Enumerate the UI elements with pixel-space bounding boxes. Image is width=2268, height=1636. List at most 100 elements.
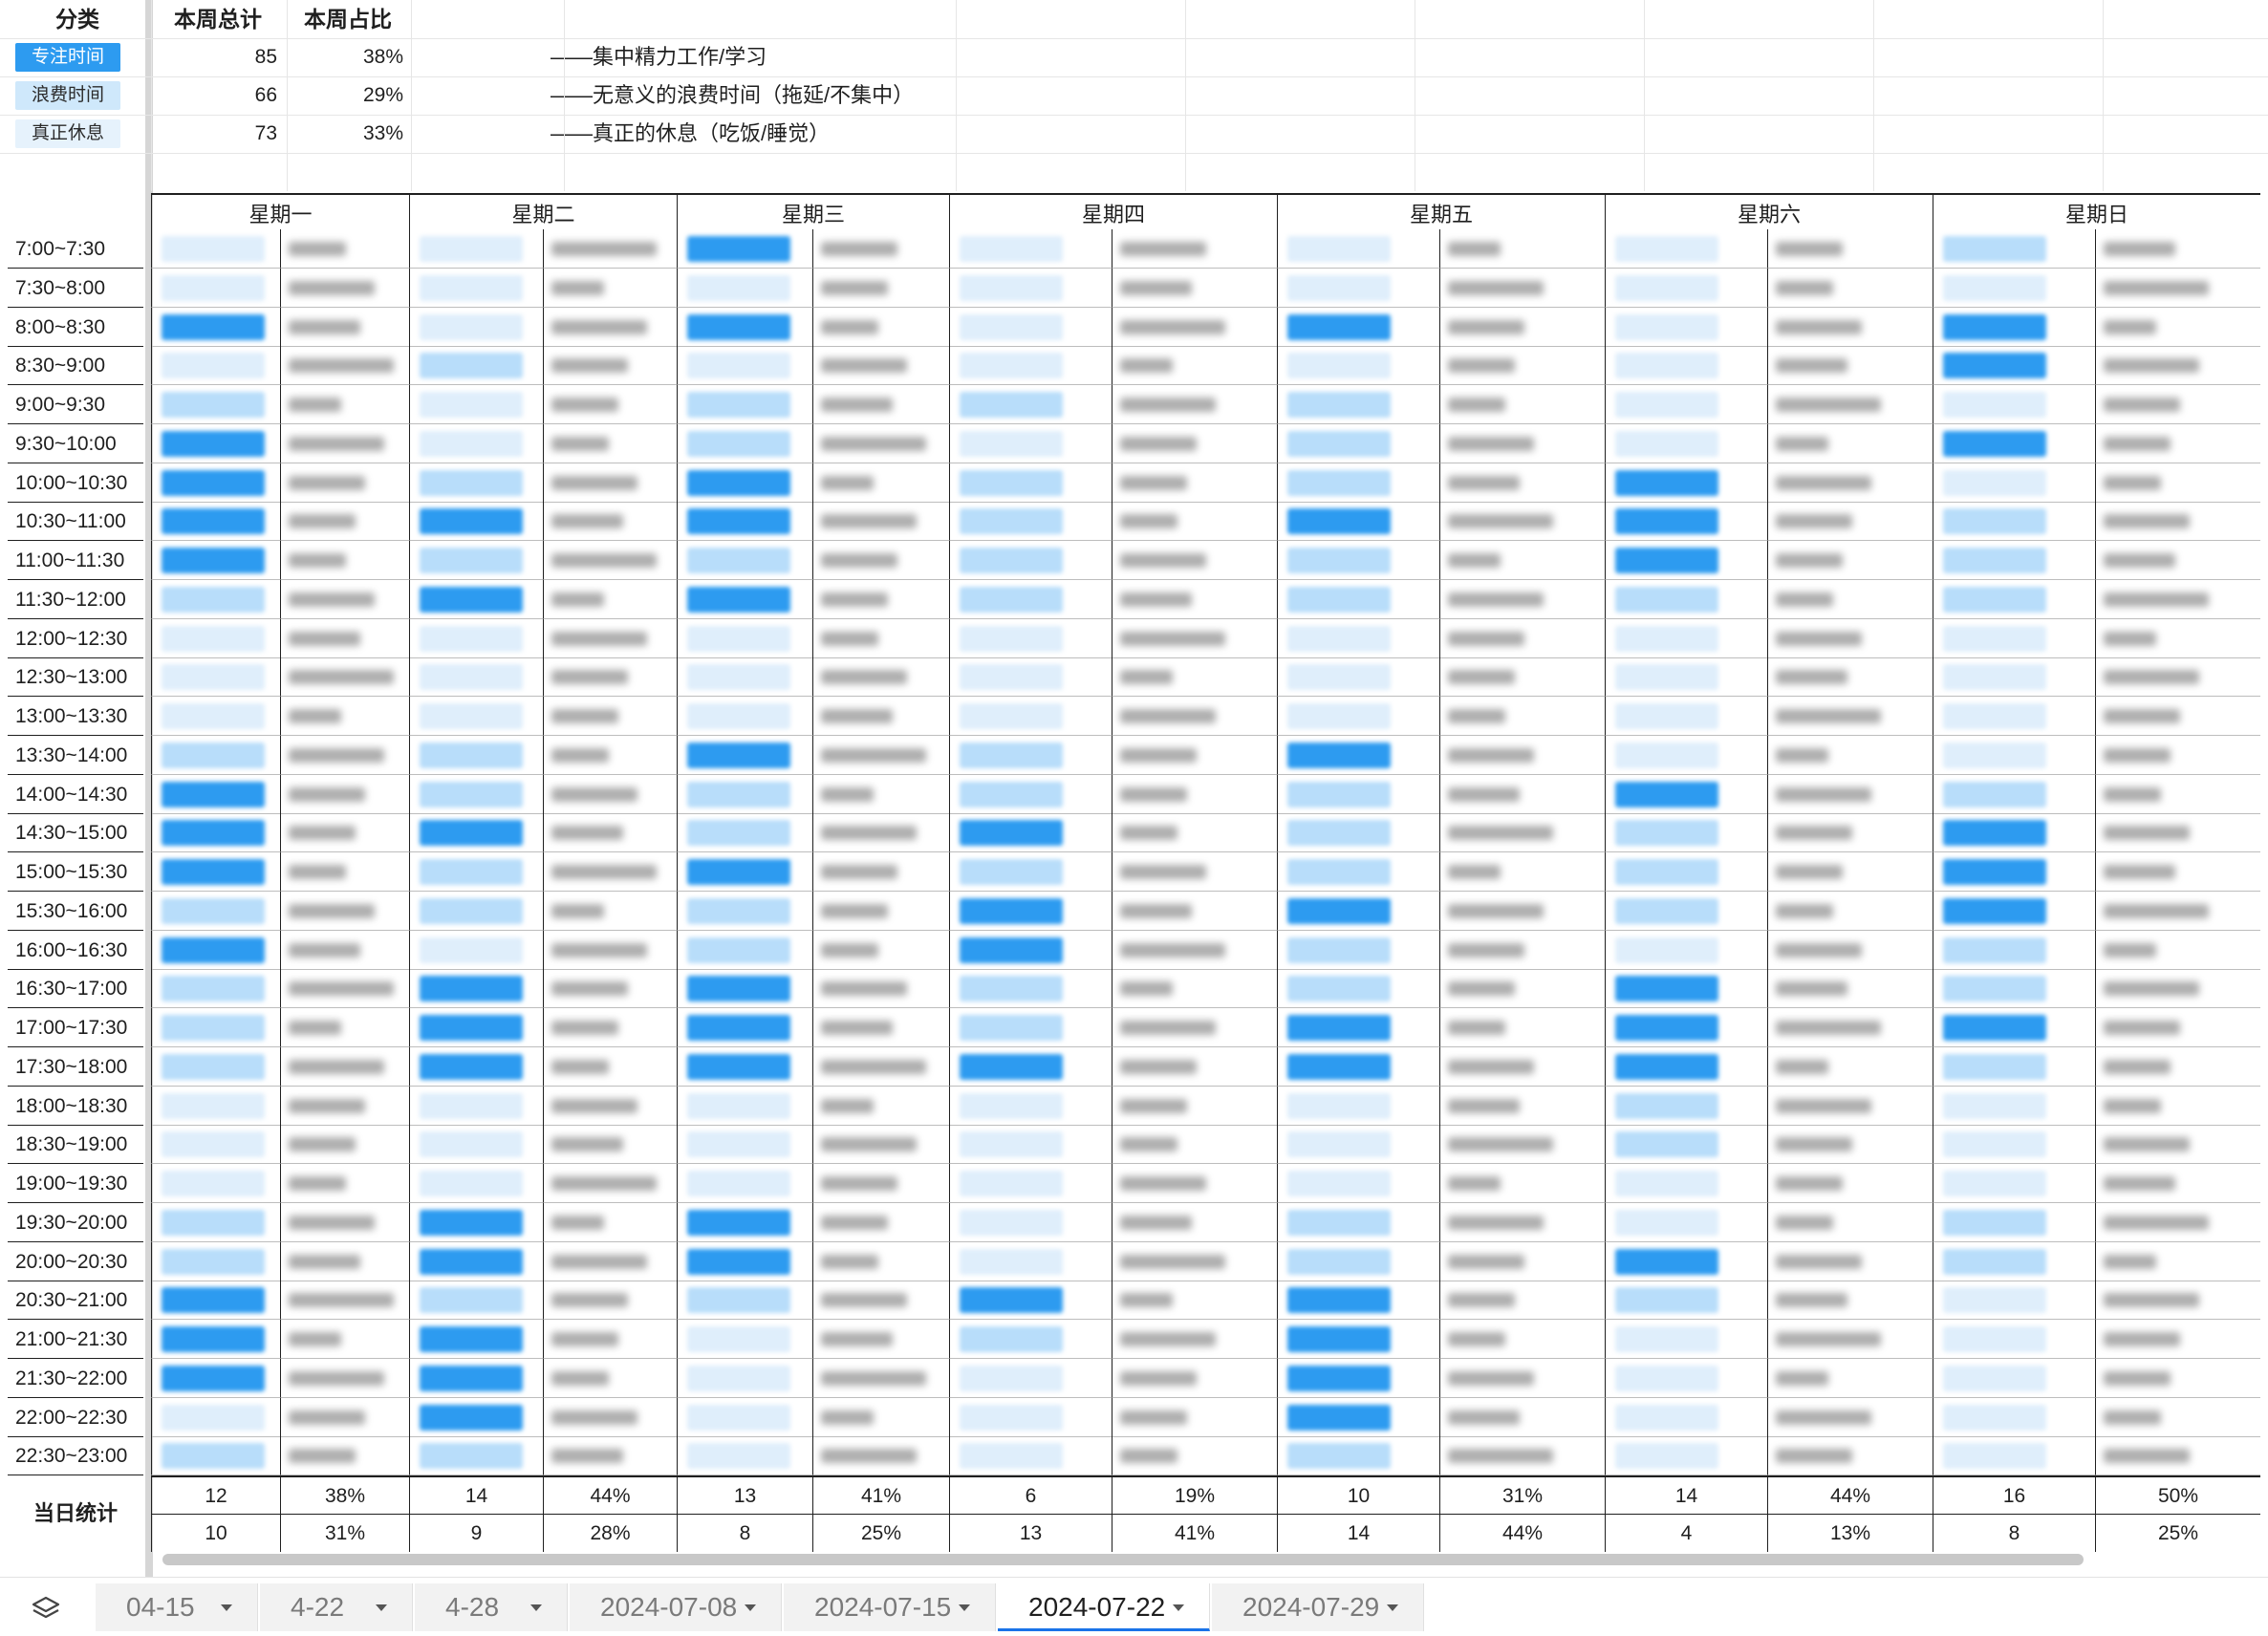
activity-cell[interactable]	[1767, 657, 1933, 698]
category-cell[interactable]	[677, 930, 812, 970]
category-cell[interactable]	[409, 1436, 543, 1476]
category-cell[interactable]	[1933, 502, 2095, 542]
category-cell[interactable]	[1277, 852, 1439, 892]
category-cell[interactable]	[677, 385, 812, 424]
activity-cell[interactable]	[1767, 346, 1933, 386]
activity-cell[interactable]	[543, 1436, 677, 1476]
activity-cell[interactable]	[1112, 346, 1277, 386]
category-cell[interactable]	[677, 1358, 812, 1398]
activity-cell[interactable]	[2095, 1164, 2260, 1203]
category-cell[interactable]	[1605, 891, 1767, 931]
activity-cell[interactable]	[1439, 1397, 1605, 1437]
activity-cell[interactable]	[812, 1046, 949, 1087]
category-cell[interactable]	[1277, 1202, 1439, 1242]
category-cell[interactable]	[1277, 1241, 1439, 1281]
category-cell[interactable]	[409, 307, 543, 347]
category-cell[interactable]	[1933, 1164, 2095, 1203]
category-cell[interactable]	[1277, 969, 1439, 1009]
category-tag[interactable]: 真正休息	[15, 119, 120, 148]
activity-cell[interactable]	[1112, 1164, 1277, 1203]
activity-cell[interactable]	[1439, 579, 1605, 619]
daily-ratio[interactable]: 38%	[280, 1475, 409, 1514]
activity-cell[interactable]	[543, 423, 677, 463]
category-cell[interactable]	[151, 1086, 280, 1126]
category-cell[interactable]	[151, 813, 280, 853]
activity-cell[interactable]	[2095, 1397, 2260, 1437]
category-cell[interactable]	[1277, 813, 1439, 853]
category-cell[interactable]	[151, 229, 280, 269]
activity-cell[interactable]	[1112, 229, 1277, 269]
activity-cell[interactable]	[812, 618, 949, 658]
time-slot-label[interactable]: 7:00~7:30	[8, 229, 143, 269]
activity-cell[interactable]	[1439, 1046, 1605, 1087]
category-cell[interactable]	[151, 1281, 280, 1321]
activity-cell[interactable]	[280, 1125, 409, 1165]
category-cell[interactable]	[409, 1008, 543, 1047]
category-cell[interactable]	[1605, 1008, 1767, 1047]
time-slot-label[interactable]: 21:30~22:00	[8, 1359, 143, 1398]
category-cell[interactable]	[1605, 579, 1767, 619]
activity-cell[interactable]	[280, 1046, 409, 1087]
activity-cell[interactable]	[280, 1164, 409, 1203]
category-cell[interactable]	[1933, 229, 2095, 269]
activity-cell[interactable]	[1767, 1241, 1933, 1281]
category-cell[interactable]	[1933, 307, 2095, 347]
activity-cell[interactable]	[2095, 618, 2260, 658]
category-cell[interactable]	[151, 307, 280, 347]
time-slot-label[interactable]: 20:30~21:00	[8, 1281, 143, 1321]
activity-cell[interactable]	[2095, 346, 2260, 386]
activity-cell[interactable]	[543, 774, 677, 814]
category-cell[interactable]	[409, 229, 543, 269]
activity-cell[interactable]	[543, 229, 677, 269]
category-cell[interactable]	[677, 657, 812, 698]
category-cell[interactable]	[677, 697, 812, 736]
category-cell[interactable]	[1277, 307, 1439, 347]
category-cell[interactable]	[949, 697, 1112, 736]
category-cell[interactable]	[1277, 1008, 1439, 1047]
category-cell[interactable]	[949, 1164, 1112, 1203]
category-cell[interactable]	[151, 346, 280, 386]
category-cell[interactable]	[1277, 1436, 1439, 1476]
activity-cell[interactable]	[1767, 307, 1933, 347]
activity-cell[interactable]	[1767, 579, 1933, 619]
time-slot-label[interactable]: 10:00~10:30	[8, 463, 143, 503]
category-cell[interactable]	[949, 541, 1112, 580]
activity-cell[interactable]	[1767, 1436, 1933, 1476]
category-cell[interactable]	[1605, 969, 1767, 1009]
category-cell[interactable]	[949, 774, 1112, 814]
category-cell[interactable]	[677, 1008, 812, 1047]
time-slot-label[interactable]: 18:00~18:30	[8, 1087, 143, 1126]
activity-cell[interactable]	[543, 813, 677, 853]
category-cell[interactable]	[409, 579, 543, 619]
category-cell[interactable]	[1605, 423, 1767, 463]
activity-cell[interactable]	[812, 1008, 949, 1047]
activity-cell[interactable]	[812, 541, 949, 580]
activity-cell[interactable]	[280, 618, 409, 658]
category-cell[interactable]	[151, 1046, 280, 1087]
category-cell[interactable]	[1933, 930, 2095, 970]
activity-cell[interactable]	[1112, 1320, 1277, 1359]
time-slot-label[interactable]: 16:30~17:00	[8, 969, 143, 1009]
activity-cell[interactable]	[2095, 813, 2260, 853]
category-cell[interactable]	[677, 891, 812, 931]
category-cell[interactable]	[409, 463, 543, 503]
activity-cell[interactable]	[280, 969, 409, 1009]
activity-cell[interactable]	[812, 1436, 949, 1476]
category-cell[interactable]	[409, 852, 543, 892]
category-cell[interactable]	[949, 268, 1112, 308]
activity-cell[interactable]	[543, 346, 677, 386]
time-slot-label[interactable]: 8:00~8:30	[8, 308, 143, 347]
category-cell[interactable]	[949, 813, 1112, 853]
activity-cell[interactable]	[1767, 1320, 1933, 1359]
activity-cell[interactable]	[2095, 735, 2260, 775]
activity-cell[interactable]	[280, 579, 409, 619]
category-cell[interactable]	[1277, 1358, 1439, 1398]
category-cell[interactable]	[1605, 1397, 1767, 1437]
category-cell[interactable]	[1277, 1086, 1439, 1126]
category-cell[interactable]	[409, 346, 543, 386]
activity-cell[interactable]	[1439, 852, 1605, 892]
activity-cell[interactable]	[812, 385, 949, 424]
daily-ratio[interactable]: 31%	[280, 1514, 409, 1552]
activity-cell[interactable]	[280, 657, 409, 698]
activity-cell[interactable]	[1439, 1086, 1605, 1126]
